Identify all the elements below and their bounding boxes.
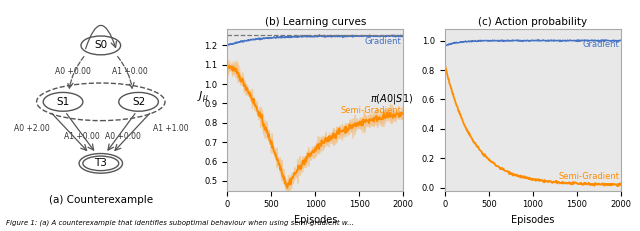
X-axis label: Episodes: Episodes [511, 215, 554, 225]
Ellipse shape [79, 154, 122, 173]
Text: Semi-Gradient: Semi-Gradient [340, 106, 401, 115]
Text: Gradient: Gradient [582, 40, 619, 49]
Text: A0 +0.00: A0 +0.00 [56, 67, 92, 76]
Text: Figure 1: (a) A counterexample that identifies suboptimal behaviour when using s: Figure 1: (a) A counterexample that iden… [6, 220, 355, 226]
Text: Gradient: Gradient [365, 37, 401, 46]
Title: (c) Action probability: (c) Action probability [478, 17, 588, 27]
Y-axis label: $\pi(A0|S1)$: $\pi(A0|S1)$ [371, 92, 413, 106]
Text: A0 +0.00: A0 +0.00 [104, 132, 140, 141]
Y-axis label: $J_\mu$: $J_\mu$ [196, 90, 209, 106]
Ellipse shape [119, 92, 158, 111]
Text: A0 +2.00: A0 +2.00 [14, 124, 50, 133]
Text: S0: S0 [94, 40, 108, 50]
Text: A1 +0.00: A1 +0.00 [64, 132, 100, 141]
Text: A1 +0.00: A1 +0.00 [112, 67, 148, 76]
Text: S2: S2 [132, 97, 145, 107]
Text: T3: T3 [94, 158, 108, 168]
Ellipse shape [44, 92, 83, 111]
Text: Semi-Gradient: Semi-Gradient [558, 172, 619, 181]
Text: A1 +1.00: A1 +1.00 [153, 124, 188, 133]
Text: S1: S1 [56, 97, 70, 107]
Ellipse shape [81, 36, 120, 55]
Title: (b) Learning curves: (b) Learning curves [264, 17, 366, 27]
X-axis label: Episodes: Episodes [294, 215, 337, 225]
Text: (a) Counterexample: (a) Counterexample [49, 195, 153, 205]
